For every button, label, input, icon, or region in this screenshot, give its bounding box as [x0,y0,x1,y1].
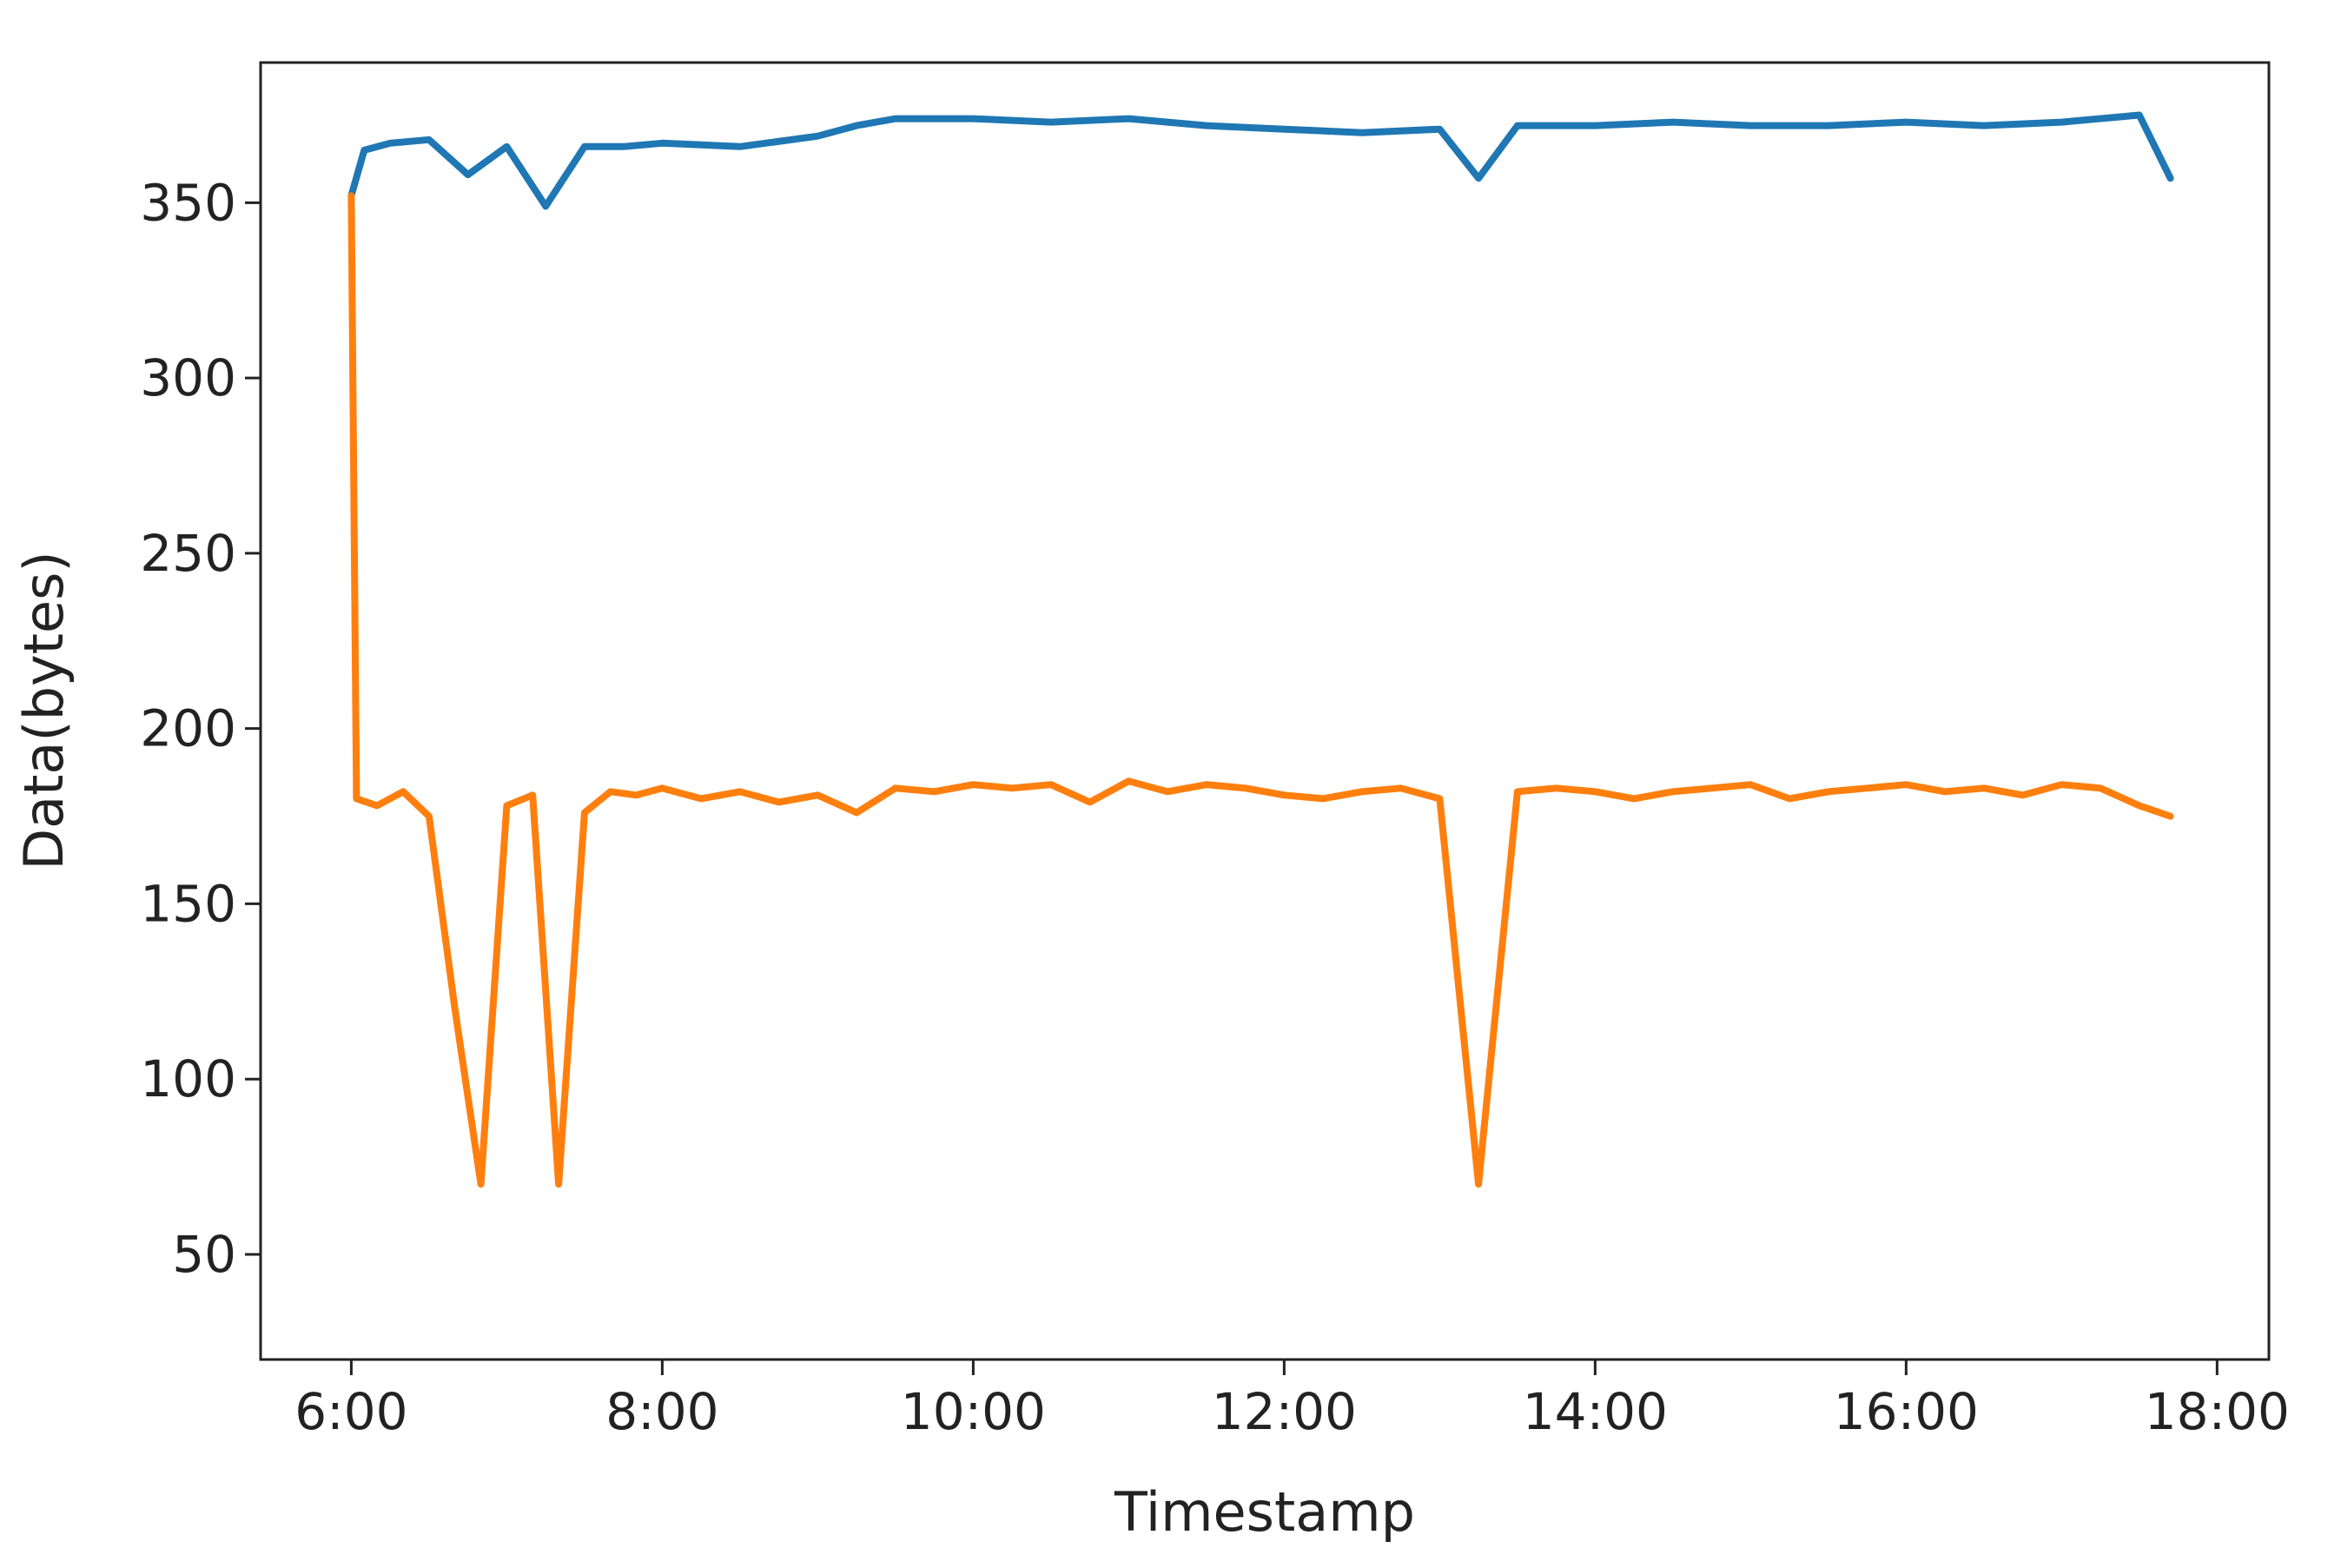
y-tick-label: 50 [172,1225,236,1284]
x-tick-label: 8:00 [605,1382,718,1441]
y-axis-title: Data(bytes) [12,551,76,870]
y-tick-label: 150 [140,874,236,933]
x-tick-label: 10:00 [901,1382,1046,1441]
x-tick-label: 6:00 [294,1382,407,1441]
series-line-1 [347,111,2174,210]
y-tick-label: 350 [140,173,236,232]
x-axis-title: Timestamp [1114,1480,1415,1544]
y-tick-label: 100 [140,1049,236,1108]
axis-layer: 50 100 150 200 250 300 350 6:00 8:00 10:00 12:00 14… [140,173,2290,1441]
x-tick-label: 16:00 [1834,1382,1979,1441]
series-layer [347,111,2174,1188]
series-line-2 [347,192,2174,1188]
x-tick-label: 18:00 [2145,1382,2290,1441]
plot-area [259,61,2271,1361]
x-tick-label: 14:00 [1523,1382,1668,1441]
y-tick-label: 200 [140,699,236,758]
y-tick-label: 250 [140,524,236,583]
y-tick-label: 300 [140,348,236,407]
x-tick-label: 12:00 [1212,1382,1357,1441]
